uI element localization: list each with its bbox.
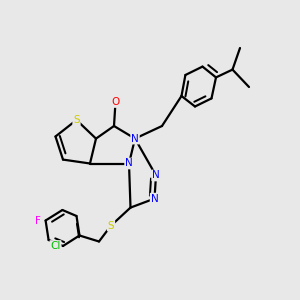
Text: N: N xyxy=(125,158,133,169)
Text: N: N xyxy=(151,194,158,204)
Text: N: N xyxy=(152,170,160,181)
Text: F: F xyxy=(35,215,41,226)
Text: N: N xyxy=(131,134,139,144)
Text: S: S xyxy=(73,115,80,125)
Text: S: S xyxy=(108,220,114,231)
Text: Cl: Cl xyxy=(50,241,61,251)
Text: O: O xyxy=(111,97,120,107)
